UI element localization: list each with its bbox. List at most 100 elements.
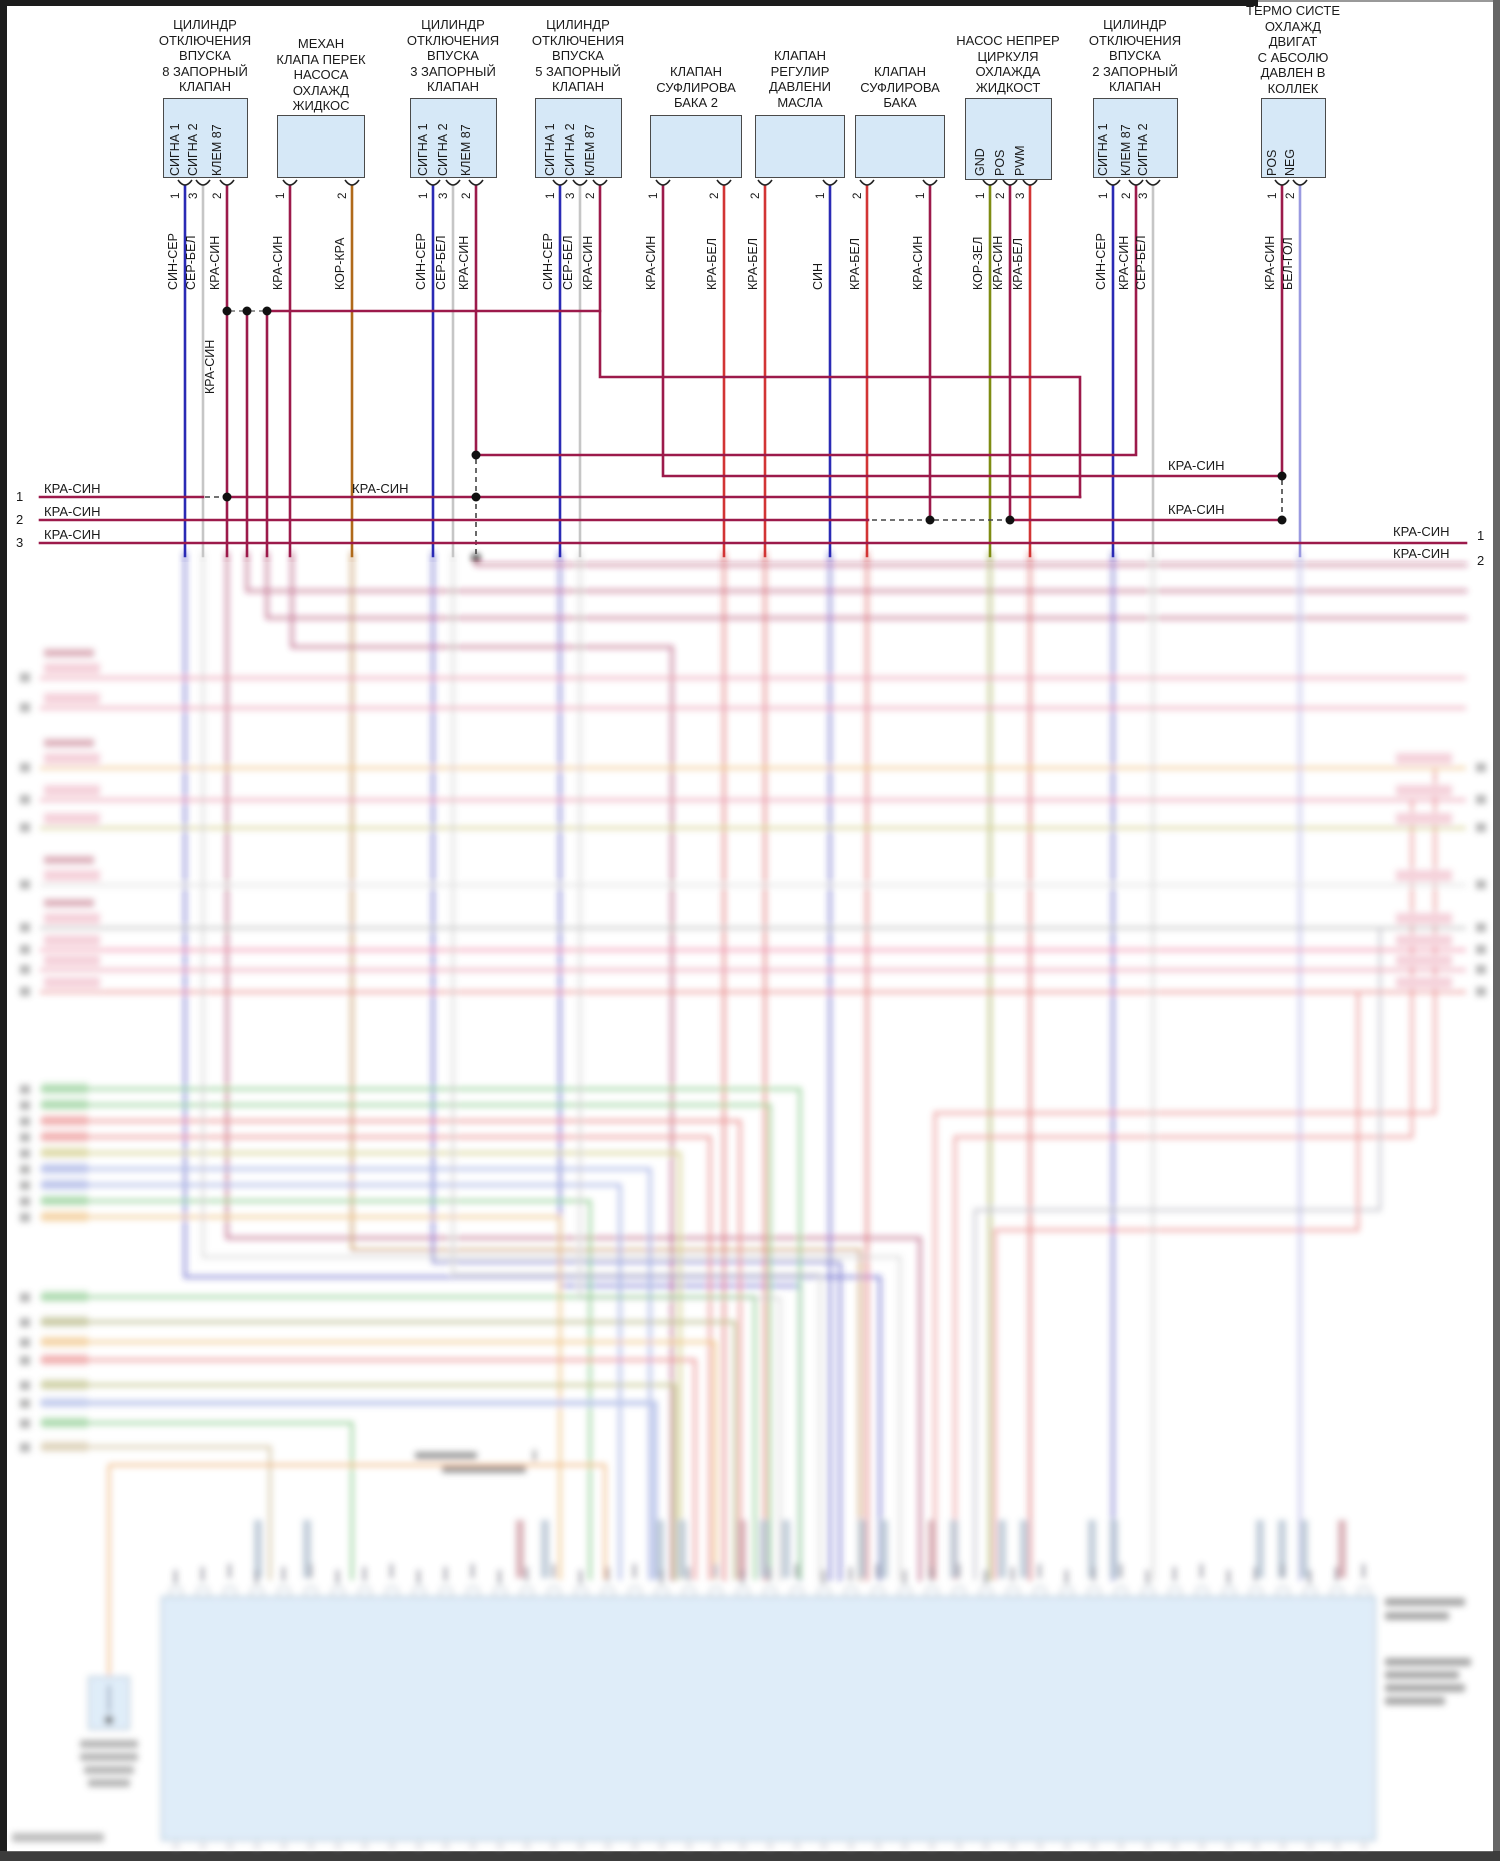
pin-number: 2 — [852, 192, 864, 199]
bus-wire-label: КРА-СИН — [1393, 524, 1450, 539]
pin-connector-mark — [195, 179, 211, 186]
wire-color-label: КРА-СИН — [457, 235, 471, 290]
pin-number: 1 — [1267, 192, 1279, 199]
wire-color-label: СЕР-БЕЛ — [1134, 235, 1148, 290]
component-title: ЦИЛИНДР ОТКЛЮЧЕНИЯ ВПУСКА 3 ЗАПОРНЫЙ КЛА… — [406, 17, 500, 94]
pin-connector-mark — [177, 179, 193, 186]
pin-connector-mark — [859, 179, 875, 186]
pin-connector-mark — [1292, 179, 1308, 186]
component-box-vent-valve — [855, 115, 945, 178]
wire-color-label: СЕР-БЕЛ — [561, 235, 575, 290]
wire-color-label: КРА-БЕЛ — [848, 237, 862, 290]
pin-connector-mark — [982, 179, 998, 186]
wire-color-label: КОР-КРА — [333, 237, 347, 290]
component-title: КЛАПАН СУФЛИРОВА БАКА 2 — [656, 64, 736, 110]
wire-color-label: КРА-БЕЛ — [746, 237, 760, 290]
bus-wire-label: КРА-СИН — [352, 481, 409, 496]
pin-connector-mark — [552, 179, 568, 186]
wire-color-label: СИН-СЕР — [1094, 233, 1108, 290]
component-box-valve2 — [1093, 98, 1178, 178]
component-title: ЦИЛИНДР ОТКЛЮЧЕНИЯ ВПУСКА 5 ЗАПОРНЫЙ КЛА… — [531, 17, 625, 94]
pin-name-label: СИГНА 1 — [168, 123, 182, 176]
pin-name-label: КЛЕМ 87 — [583, 124, 597, 176]
component-title: КЛАПАН СУФЛИРОВА БАКА — [860, 64, 940, 110]
pin-number: 1 — [170, 192, 182, 199]
pin-name-label: PWM — [1013, 145, 1027, 176]
wire-color-label: СИН-СЕР — [541, 233, 555, 290]
pin-connector-mark — [1145, 179, 1161, 186]
frame-top — [0, 0, 1258, 6]
component-title: НАСОС НЕПРЕР ЦИРКУЛЯ ОХЛАЖДА ЖИДКОСТ — [956, 33, 1060, 95]
frame-right — [1493, 0, 1500, 1861]
wire-color-label: КРА-СИН — [1263, 235, 1277, 290]
component-box-valve3 — [410, 98, 497, 178]
frame-top-right — [1258, 0, 1500, 2]
pin-connector-mark — [822, 179, 838, 186]
bus-row-number: 2 — [1477, 553, 1485, 568]
frame-left — [0, 0, 7, 1861]
pin-number: 3 — [565, 192, 577, 199]
component-title: КЛАПАН РЕГУЛИР ДАВЛЕНИ МАСЛА — [769, 48, 831, 110]
wire-color-label: КРА-СИН — [991, 235, 1005, 290]
pin-number: 2 — [585, 192, 597, 199]
pin-name-label: СИГНА 2 — [1136, 123, 1150, 176]
wire-color-label: КРА-СИН — [581, 235, 595, 290]
pin-number: 3 — [188, 192, 200, 199]
component-box-vent-valve2 — [650, 115, 742, 178]
pin-name-label: КЛЕМ 87 — [210, 124, 224, 176]
pin-connector-mark — [716, 179, 732, 186]
pin-name-label: СИГНА 2 — [436, 123, 450, 176]
component-title: ТЕРМО СИСТЕ ОХЛАЖД ДВИГАТ С АБСОЛЮ ДАВЛЕ… — [1246, 3, 1340, 96]
pin-connector-mark — [1002, 179, 1018, 186]
frame-bottom — [0, 1851, 1500, 1861]
pin-name-label: СИГНА 2 — [563, 123, 577, 176]
bus-wire-label: КРА-СИН — [1168, 458, 1225, 473]
pin-number: 2 — [1285, 192, 1297, 199]
pin-name-label: СИГНА 1 — [416, 123, 430, 176]
bus-wire-label: КРА-СИН — [44, 504, 101, 519]
bus-row-number: 3 — [16, 535, 24, 550]
pin-name-label: NEG — [1283, 148, 1297, 176]
pin-connector-mark — [445, 179, 461, 186]
pin-number: 2 — [995, 192, 1007, 199]
pin-number: 3 — [1138, 192, 1150, 199]
pin-number: 1 — [1098, 192, 1110, 199]
component-box-valve8 — [163, 98, 248, 178]
component-box-thermo — [1261, 98, 1326, 178]
wire-color-label: СИН-СЕР — [414, 233, 428, 290]
wire-color-label: КРА-БЕЛ — [1011, 237, 1025, 290]
pin-number: 2 — [750, 192, 762, 199]
pin-connector-mark — [572, 179, 588, 186]
pin-number: 2 — [1121, 192, 1133, 199]
bus-row-number: 2 — [16, 512, 24, 527]
wire-color-label: КРА-СИН — [911, 235, 925, 290]
pin-number: 3 — [438, 192, 450, 199]
wire-color-label: КРА-СИН — [208, 235, 222, 290]
component-box-valve5 — [535, 98, 622, 178]
bus-wire-label: КРА-СИН — [1393, 546, 1450, 561]
bus-row-number: 1 — [16, 489, 24, 504]
bus-wire-label: КРА-СИН — [1168, 502, 1225, 517]
bus-wire-label: КРА-СИН — [44, 481, 101, 496]
component-box-coolant-valve — [277, 115, 365, 178]
wire-color-label: КРА-СИН — [644, 235, 658, 290]
pin-number: 1 — [815, 192, 827, 199]
wire-color-label: КРА-СИН — [1117, 235, 1131, 290]
bus-row-number: 1 — [1477, 528, 1485, 543]
component-box-pump — [965, 98, 1052, 180]
pin-connector-mark — [219, 179, 235, 186]
pin-connector-mark — [1274, 179, 1290, 186]
pin-name-label: СИГНА 1 — [1096, 123, 1110, 176]
pin-number: 1 — [915, 192, 927, 199]
bus-wire-label-vertical: КРА-СИН — [203, 339, 217, 394]
pin-connector-mark — [344, 179, 360, 186]
pin-number: 1 — [545, 192, 557, 199]
pin-connector-mark — [1022, 179, 1038, 186]
pin-number: 2 — [709, 192, 721, 199]
pin-connector-mark — [468, 179, 484, 186]
pin-name-label: СИГНА 1 — [543, 123, 557, 176]
pin-number: 1 — [975, 192, 987, 199]
pin-connector-mark — [1128, 179, 1144, 186]
